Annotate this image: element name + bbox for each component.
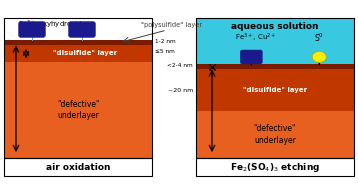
Text: 1-2 nm: 1-2 nm [155, 39, 176, 44]
Bar [196, 111, 354, 158]
Bar [196, 18, 354, 64]
Text: "polysulfide" layer: "polysulfide" layer [141, 22, 203, 28]
Text: ≤5 nm: ≤5 nm [155, 49, 175, 54]
Text: "disulfide" layer: "disulfide" layer [53, 50, 117, 57]
Text: air oxidation: air oxidation [46, 163, 110, 171]
Bar [196, 18, 354, 158]
Bar [4, 45, 152, 62]
Bar [196, 64, 354, 69]
FancyBboxPatch shape [19, 22, 45, 37]
FancyBboxPatch shape [240, 50, 262, 64]
Text: Fe$_2$(SO$_4$)$_3$ etching: Fe$_2$(SO$_4$)$_3$ etching [230, 160, 320, 174]
Text: ~20 nm: ~20 nm [168, 88, 193, 92]
Text: "defective"
underlayer: "defective" underlayer [57, 100, 99, 120]
Bar [4, 18, 152, 158]
Ellipse shape [312, 51, 326, 63]
Text: aqueous solution: aqueous solution [231, 22, 319, 31]
Text: S$^0$: S$^0$ [314, 32, 324, 44]
Text: "disulfide" layer: "disulfide" layer [243, 87, 307, 93]
FancyBboxPatch shape [68, 22, 96, 37]
Bar [4, 18, 152, 40]
Bar [4, 62, 152, 158]
Text: <2-4 nm: <2-4 nm [167, 63, 193, 68]
Text: "defective"
underlayer: "defective" underlayer [254, 124, 296, 145]
Bar [196, 69, 354, 111]
Text: Fe$^{3+}$, Cu$^{2+}$: Fe$^{3+}$, Cu$^{2+}$ [236, 32, 277, 44]
Bar [4, 40, 152, 45]
Text: Fe$^{3+}$ oxyhydroxides: Fe$^{3+}$ oxyhydroxides [18, 19, 91, 31]
Bar [196, 158, 354, 176]
Bar [4, 158, 152, 176]
